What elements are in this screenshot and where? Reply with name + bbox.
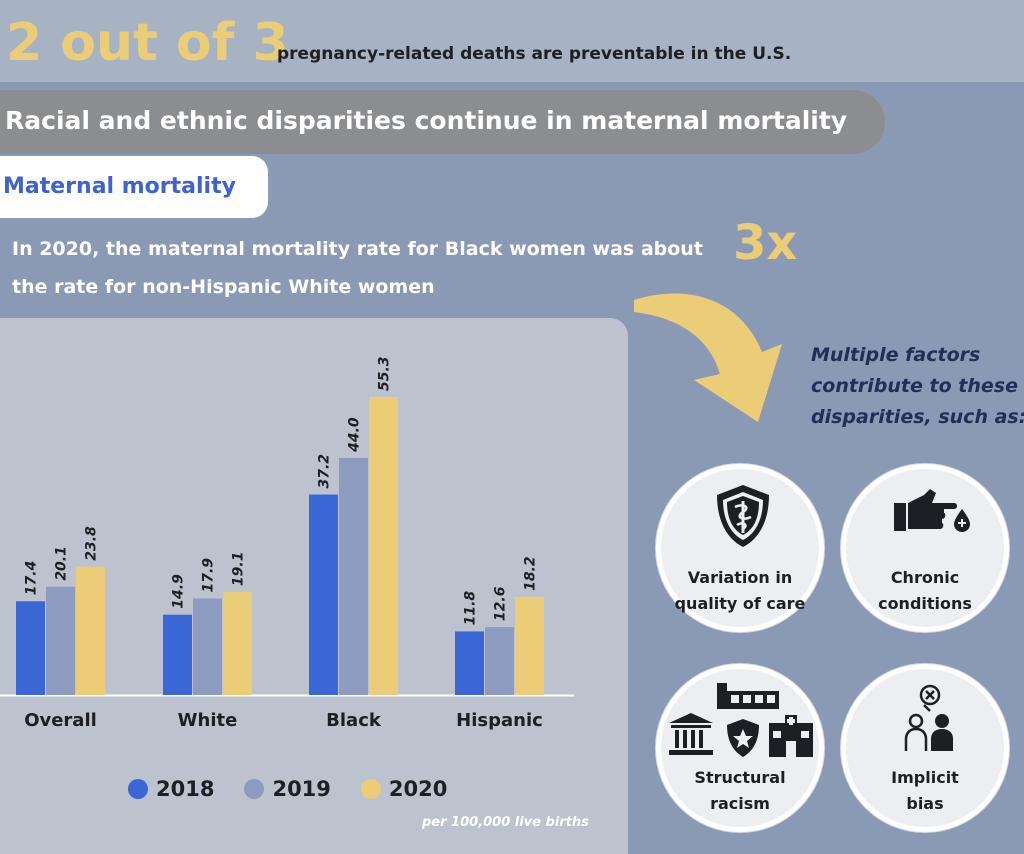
factor-chronic-conditions: Chronic conditions [841, 464, 1009, 632]
value-label-hispanic-2018: 11.8 [463, 591, 479, 626]
value-label-black-2020: 55.3 [377, 356, 393, 391]
bar-overall-2018 [16, 601, 45, 695]
factor-label-line: bias [906, 794, 944, 813]
category-label-overall: Overall [24, 710, 97, 731]
value-label-white-2018: 14.9 [171, 574, 187, 609]
factor-structural-racism: Structural racism [656, 664, 824, 832]
factors-heading-line: disparities, such as: [811, 406, 1024, 428]
factor-label-line: quality of care [674, 594, 806, 613]
factor-implicit-bias: Implicit bias [841, 664, 1009, 832]
intro-line-1: In 2020, the maternal mortality rate for… [12, 238, 703, 260]
factors-heading: Multiple factors contribute to these dis… [811, 340, 1024, 433]
legend-swatch-2019 [244, 779, 265, 799]
value-label-hispanic-2020: 18.2 [523, 556, 539, 591]
value-label-hispanic-2019: 12.6 [493, 586, 509, 621]
bar-black-2019 [339, 457, 368, 695]
bar-black-2020 [369, 397, 398, 695]
headline-number: 2 out of 3 [6, 13, 289, 73]
legend-label-2019: 2019 [272, 777, 331, 801]
value-label-black-2018: 37.2 [317, 454, 333, 489]
headline-text: pregnancy-related deaths are preventable… [277, 44, 792, 64]
section-title: Maternal mortality [3, 174, 236, 199]
hand-pointing-drop-icon [894, 489, 970, 532]
bar-hispanic-2018 [455, 631, 484, 695]
bar-hispanic-2020 [515, 596, 544, 695]
banner: Racial and ethnic disparities continue i… [0, 90, 885, 154]
value-label-black-2019: 44.0 [347, 417, 363, 453]
people-bias-icon [904, 684, 953, 751]
value-label-overall-2019: 20.1 [54, 546, 70, 581]
factors-heading-line: contribute to these [811, 375, 1018, 397]
banner-text: Racial and ethnic disparities continue i… [5, 106, 848, 135]
curved-arrow-icon [634, 293, 782, 422]
legend-swatch-2018 [128, 779, 148, 799]
category-label-white: White [178, 710, 238, 731]
factor-label-line: Variation in [687, 568, 793, 587]
bar-hispanic-2019 [485, 627, 514, 695]
value-label-white-2019: 17.9 [201, 558, 217, 593]
multiplier-3x: 3x [733, 215, 798, 271]
bar-white-2020 [223, 592, 252, 695]
bar-white-2018 [163, 614, 192, 695]
top-band [0, 0, 1024, 82]
category-label-hispanic: Hispanic [456, 710, 543, 731]
chart-legend: 2018 2019 2020 [128, 772, 469, 806]
bar-white-2019 [193, 598, 222, 695]
bar-black-2018 [309, 494, 338, 695]
factor-label-line: Structural [694, 768, 786, 787]
bar-chart: 17.4 20.1 23.8 Overall 14.9 17.9 19.1 White 37.2… [0, 356, 574, 731]
factor-label-line: racism [710, 794, 770, 813]
factor-label-line: Chronic [890, 568, 960, 587]
factor-label-line: Implicit [891, 768, 959, 787]
chart-unit-note: per 100,000 live births [422, 815, 589, 830]
legend-label-2020: 2020 [388, 777, 448, 801]
factors-heading-line: Multiple factors [811, 344, 981, 366]
institutions-buildings-icon [669, 683, 813, 757]
value-label-white-2020: 19.1 [231, 552, 247, 587]
bar-overall-2019 [46, 586, 75, 695]
value-label-overall-2018: 17.4 [24, 561, 40, 596]
factor-label-line: conditions [878, 594, 972, 613]
shield-caduceus-icon [717, 485, 769, 547]
section-title-pill: Maternal mortality [0, 156, 268, 218]
legend-label-2018: 2018 [156, 777, 215, 801]
category-label-black: Black [326, 710, 382, 731]
factor-quality-of-care: Variation in quality of care [656, 464, 824, 632]
legend-swatch-2020 [360, 779, 381, 799]
bar-overall-2020 [76, 566, 105, 695]
intro-line-2: the rate for non-Hispanic White women [12, 276, 435, 298]
value-label-overall-2020: 23.8 [84, 526, 100, 561]
